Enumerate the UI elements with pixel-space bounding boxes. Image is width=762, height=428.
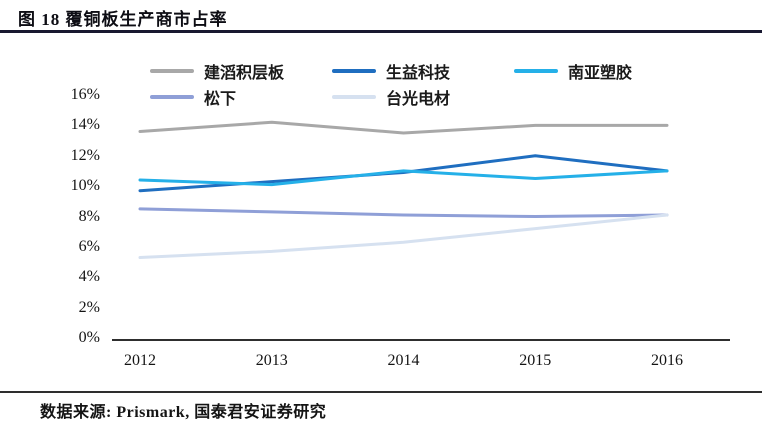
x-axis-line [112,339,730,341]
title-divider-rule [0,30,762,33]
legend-label: 生益科技 [386,65,451,82]
y-axis-tick-label: 14% [70,116,100,134]
series-line [138,169,669,187]
y-axis-tick-label: 16% [70,86,100,103]
legend-swatch-line-icon [150,69,194,73]
legend-item: 南亚塑胶 [514,58,696,84]
y-axis-tick-label: 12% [70,146,100,164]
y-axis-tick-label: 8% [78,207,100,225]
figure-title: 图 18 覆铜板生产商市占率 [18,10,228,29]
legend-label: 南亚塑胶 [568,65,633,82]
series-line [138,154,669,193]
legend-swatch-line-icon [150,95,194,99]
legend-item: 台光电材 [332,84,514,110]
x-axis-tick-label: 2015 [519,352,552,369]
x-axis-tick-label: 2012 [124,352,156,369]
y-axis-tick-label: 0% [78,329,100,346]
legend-label: 建滔积层板 [204,65,285,82]
legend-label: 台光电材 [386,91,451,108]
legend-swatch-line-icon [332,95,376,99]
legend-swatch-line-icon [332,69,376,73]
legend-item: 建滔积层板 [150,58,332,84]
series-line [138,213,669,259]
chart-legend: 建滔积层板 生益科技 南亚塑胶松下 台光电材 [150,58,722,110]
x-axis-tick-label: 2013 [255,352,288,369]
legend-item: 生益科技 [332,58,514,84]
x-axis-tick-label: 2016 [651,352,683,369]
x-axis-tick-label: 2014 [387,352,420,369]
legend-label: 松下 [204,91,237,108]
y-axis-tick-label: 4% [78,268,100,286]
y-axis-tick-label: 6% [78,237,100,255]
y-axis-tick-label: 2% [78,298,100,316]
bottom-divider-rule [0,391,762,393]
series-line [138,120,669,135]
y-axis-tick-label: 10% [70,177,100,195]
legend-swatch-line-icon [514,69,558,73]
source-note: 数据来源: Prismark, 国泰君安证券研究 [40,404,327,421]
series-line [138,207,669,218]
legend-item: 松下 [150,84,332,110]
